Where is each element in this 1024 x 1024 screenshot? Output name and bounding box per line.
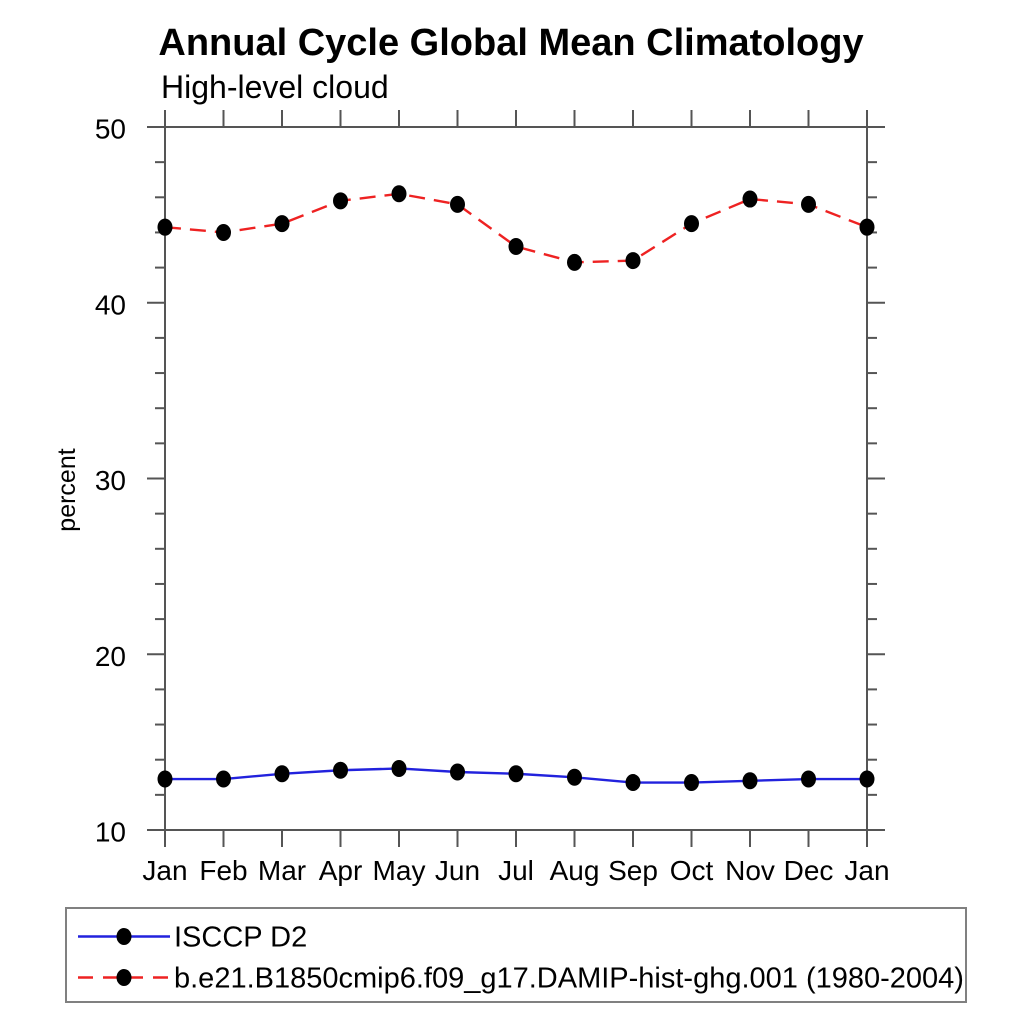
x-tick-label: Aug	[550, 855, 600, 886]
data-point-marker	[216, 770, 231, 788]
data-point-marker	[274, 765, 290, 783]
data-point-marker	[157, 218, 173, 236]
x-tick-label: Oct	[670, 855, 714, 886]
data-point-marker	[450, 763, 465, 781]
x-tick-label: Dec	[784, 855, 834, 886]
x-tick-label: Mar	[258, 855, 306, 886]
data-point-marker	[801, 770, 816, 788]
x-tick-label: Jan	[142, 855, 187, 886]
data-point-marker	[859, 218, 875, 236]
data-point-marker	[157, 770, 173, 788]
legend-box	[65, 907, 967, 1003]
x-tick-label: Feb	[199, 855, 247, 886]
data-point-marker	[859, 770, 875, 788]
data-point-marker	[625, 252, 641, 270]
data-point-marker	[450, 195, 465, 213]
y-tick-label: 50	[95, 114, 126, 145]
x-tick-label: Jun	[435, 855, 480, 886]
legend: ISCCP D2 b.e21.B1850cmip6.f09_g17.DAMIP-…	[65, 907, 967, 1003]
data-point-marker	[333, 192, 348, 210]
data-point-marker	[567, 768, 582, 786]
y-tick-label: 40	[95, 289, 126, 320]
data-point-marker	[684, 774, 699, 792]
chart-subtitle: High-level cloud	[161, 69, 389, 105]
data-point-marker	[508, 765, 524, 783]
data-series	[157, 185, 875, 792]
legend-label-isccp: ISCCP D2	[174, 922, 307, 954]
x-tick-label: Nov	[725, 855, 775, 886]
data-point-marker	[391, 185, 407, 203]
y-tick-label: 20	[95, 641, 126, 672]
x-tick-label: Sep	[608, 855, 658, 886]
legend-marker-isccp	[116, 928, 132, 945]
chart-title: Annual Cycle Global Mean Climatology	[158, 22, 863, 64]
data-point-marker	[625, 774, 641, 792]
y-axis-title: percent	[53, 448, 81, 531]
data-point-marker	[274, 215, 290, 233]
data-point-marker	[508, 238, 524, 256]
x-tick-label: Jan	[844, 855, 889, 886]
y-tick-label: 10	[95, 817, 126, 848]
legend-label-model: b.e21.B1850cmip6.f09_g17.DAMIP-hist-ghg.…	[174, 963, 964, 995]
legend-marker-model	[116, 969, 132, 986]
x-tick-label: May	[373, 855, 426, 886]
data-point-marker	[333, 761, 348, 779]
y-tick-label: 30	[95, 465, 126, 496]
data-point-marker	[684, 215, 699, 233]
axes: Jan Feb Mar Apr May Jun Jul Aug Sep Oct Nov Dec Jan 1…	[95, 110, 890, 886]
data-point-marker	[742, 190, 758, 208]
x-tick-label: Jul	[498, 855, 534, 886]
data-point-marker	[391, 759, 407, 777]
data-point-marker	[216, 223, 231, 241]
data-point-marker	[742, 772, 758, 790]
data-point-marker	[567, 253, 582, 271]
data-point-marker	[801, 195, 816, 213]
x-tick-label: Apr	[319, 855, 363, 886]
